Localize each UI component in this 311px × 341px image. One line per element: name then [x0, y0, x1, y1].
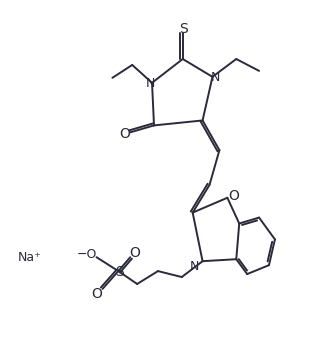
- Text: N: N: [190, 260, 199, 273]
- Text: N: N: [145, 77, 155, 90]
- Text: −O: −O: [77, 248, 97, 261]
- Text: O: O: [119, 127, 130, 141]
- Text: Na⁺: Na⁺: [17, 251, 41, 264]
- Text: O: O: [228, 189, 239, 203]
- Text: S: S: [115, 265, 124, 279]
- Text: O: O: [91, 287, 102, 301]
- Text: O: O: [130, 246, 141, 260]
- Text: N: N: [211, 71, 220, 84]
- Text: S: S: [179, 22, 188, 36]
